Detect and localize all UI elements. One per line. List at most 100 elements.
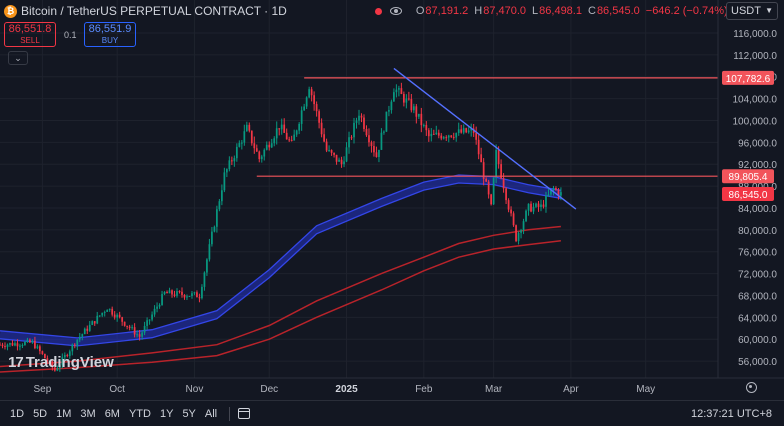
time-tick-label: Feb xyxy=(415,384,433,395)
candle xyxy=(388,105,390,117)
candle-body xyxy=(48,361,51,363)
candle-body xyxy=(19,345,21,347)
candle xyxy=(335,154,338,165)
candle xyxy=(353,117,355,144)
candle xyxy=(440,133,443,141)
candlestick-chart[interactable]: 56,000.0 60,000.0 64,000.0 68,000.0 72,000.0… xyxy=(0,0,784,400)
timeframe-5d[interactable]: 5D xyxy=(33,407,48,420)
candle-body xyxy=(26,339,29,342)
price-tag-bg xyxy=(722,169,774,184)
candle xyxy=(221,184,223,206)
candle xyxy=(420,107,423,133)
symbol-title[interactable]: Bitcoin / TetherUS PERPETUAL CONTRACT · … xyxy=(21,4,287,18)
candle xyxy=(370,140,373,153)
candle-body xyxy=(395,89,398,93)
gear-icon[interactable] xyxy=(746,382,757,393)
collapse-chevron-icon[interactable]: ⌄ xyxy=(8,51,28,65)
candle-body xyxy=(78,336,81,340)
candle-body xyxy=(502,178,505,189)
candle-body xyxy=(211,231,213,245)
price-tick-label: 92,000.0 xyxy=(738,160,777,171)
buy-button[interactable]: 86,551.9 BUY xyxy=(84,22,136,47)
candle xyxy=(512,211,515,227)
candle xyxy=(315,101,318,117)
candle xyxy=(188,295,191,298)
candle-body xyxy=(44,353,46,359)
candle-body xyxy=(118,314,121,318)
candle xyxy=(510,206,512,217)
candle xyxy=(485,177,488,182)
candle-body xyxy=(320,122,323,135)
candle xyxy=(482,158,485,186)
candle-body xyxy=(41,351,44,354)
candle-body xyxy=(340,159,343,165)
toolbar-divider xyxy=(229,406,231,421)
candle-body xyxy=(525,210,527,222)
timeframe-1d[interactable]: 1D xyxy=(10,407,25,420)
sell-button[interactable]: 86,551.8 SELL xyxy=(4,22,56,47)
candle xyxy=(131,324,134,330)
candle-body xyxy=(452,136,455,138)
timeframe-3m[interactable]: 3M xyxy=(80,407,96,420)
candle-body xyxy=(153,308,156,315)
candle xyxy=(305,96,308,110)
candle-body xyxy=(400,88,403,95)
candle-body xyxy=(21,345,24,347)
candle-body xyxy=(103,311,106,313)
candle xyxy=(425,121,428,136)
horizontal-levels[interactable] xyxy=(256,77,718,177)
candle xyxy=(218,199,221,212)
candle-body xyxy=(410,98,413,111)
candle xyxy=(415,104,418,124)
candle-body xyxy=(186,296,188,298)
timeframe-all[interactable]: All xyxy=(204,407,218,420)
candle xyxy=(216,205,218,233)
candle xyxy=(108,308,111,312)
candle xyxy=(427,128,430,142)
candle-body xyxy=(447,135,450,138)
candle xyxy=(355,117,358,129)
time-tick-label: May xyxy=(636,384,655,395)
candle-body xyxy=(111,308,114,315)
candle-body xyxy=(101,312,104,316)
timeframe-5y[interactable]: 5Y xyxy=(182,407,196,420)
candle xyxy=(253,136,256,154)
trendline[interactable] xyxy=(393,67,577,210)
timeframe-ytd[interactable]: YTD xyxy=(128,407,151,420)
candle-body xyxy=(422,125,425,127)
candle-body xyxy=(218,201,221,210)
candle-body xyxy=(522,221,525,231)
timeframe-1m[interactable]: 1M xyxy=(56,407,72,420)
time-tick-label: Oct xyxy=(109,384,125,395)
candle-body xyxy=(240,142,243,144)
candle xyxy=(183,294,186,300)
candle-body xyxy=(358,115,360,121)
candle-body xyxy=(176,291,178,296)
calendar-icon[interactable] xyxy=(238,408,251,419)
candle xyxy=(29,338,31,344)
timeframe-6m[interactable]: 6M xyxy=(104,407,120,420)
currency-selector[interactable]: USDT ▼ xyxy=(726,2,778,20)
candle-body xyxy=(537,203,540,207)
candle-body xyxy=(1,344,4,347)
price-tick-label: 96,000.0 xyxy=(738,138,777,149)
candle-body xyxy=(270,143,273,148)
price-tag-bg xyxy=(722,187,774,202)
candle xyxy=(255,144,258,152)
time-axis[interactable]: Sep Oct Nov Dec 2025 Feb Mar Apr May xyxy=(0,377,784,395)
candle xyxy=(265,141,268,151)
candle-body xyxy=(535,203,537,207)
candle xyxy=(133,323,136,338)
candle-body xyxy=(126,325,129,327)
candle-body xyxy=(248,124,251,131)
candle xyxy=(555,186,557,191)
candle-body xyxy=(417,113,420,117)
candle-body xyxy=(178,291,181,293)
candle-body xyxy=(6,344,9,347)
eye-icon[interactable] xyxy=(389,7,402,15)
timeframe-1y[interactable]: 1Y xyxy=(159,407,174,420)
candle-body xyxy=(335,154,338,162)
candle-body xyxy=(88,324,91,331)
candle xyxy=(517,231,520,245)
candle xyxy=(398,85,400,97)
